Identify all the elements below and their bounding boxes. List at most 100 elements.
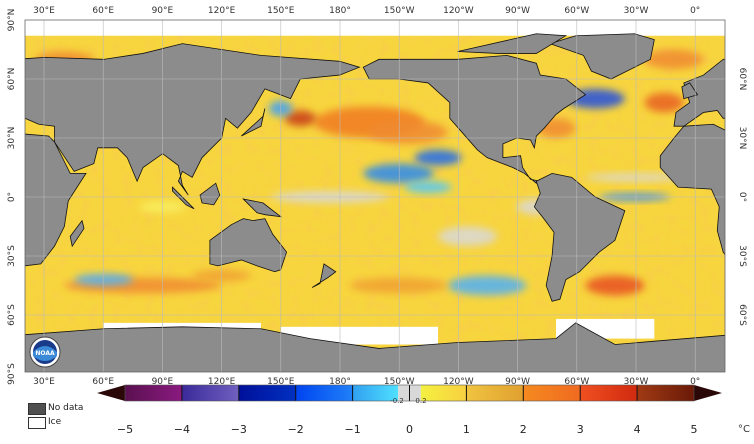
colorbar-tick-label: 4: [633, 423, 641, 436]
latitude-label-right: 30°S: [737, 245, 747, 267]
colorbar-tick-plus-0.2: 0.2: [415, 397, 427, 405]
land-eurasia: [25, 43, 361, 196]
colorbar-bin: [238, 385, 296, 401]
anomaly-region: [414, 149, 462, 166]
longitude-label: 120°W: [443, 6, 474, 16]
anomaly-region: [644, 92, 684, 113]
latitude-label-right: 30°N: [737, 126, 747, 150]
map-frame: [24, 19, 726, 373]
longitude-label: 30°E: [33, 6, 55, 16]
land-britain: [681, 82, 699, 100]
colorbar-bin: [523, 385, 581, 401]
colorbar-tick-label: 1: [462, 423, 470, 436]
land-greenland: [548, 33, 655, 80]
colorbar-tick-label: 2: [519, 423, 527, 436]
latitude-label-left: 0°: [7, 191, 17, 203]
longitude-label: 90°W: [505, 377, 531, 387]
colorbar-under-arrow: [97, 385, 125, 401]
colorbar-tick-label: −1: [344, 423, 361, 436]
latitude-label-left: 60°S: [7, 304, 17, 326]
colorbar-tick-label: −3: [230, 423, 247, 436]
longitude-label: 120°E: [207, 6, 236, 16]
colorbar-bin: [181, 385, 239, 401]
svg-text:NOAA: NOAA: [35, 350, 55, 357]
anomaly-region: [369, 120, 448, 144]
longitude-label: 60°E: [92, 377, 115, 387]
colorbar-frame: [124, 384, 695, 402]
colorbar-bin: [295, 385, 353, 401]
latitude-label-left: 30°N: [7, 126, 17, 150]
latitude-label-right: 60°S: [737, 304, 747, 326]
land-new-zealand: [311, 263, 337, 288]
longitude-label: 150°E: [267, 6, 295, 16]
land-sumatra: [172, 186, 195, 210]
longitude-label: 150°W: [383, 377, 415, 387]
land-madagascar: [69, 219, 85, 248]
colorbar-tick-label: 5: [690, 423, 698, 436]
anomaly-region: [74, 273, 134, 286]
longitude-label: 180°: [329, 377, 351, 387]
arctic-ice: [25, 20, 725, 36]
longitude-label: 30°W: [623, 6, 649, 16]
noaa-logo: NOAA: [29, 336, 61, 368]
latitude-label-right: 60°N: [737, 67, 747, 91]
latitude-label-left: 90°S: [7, 363, 17, 385]
longitude-label: 0°: [690, 377, 701, 387]
land-new-guinea: [242, 198, 283, 218]
land-canadian-arctic: [457, 33, 568, 54]
longitude-label: 90°W: [505, 6, 531, 16]
longitude-label: 30°W: [623, 377, 649, 387]
colorbar-bin: [466, 385, 524, 401]
latitude-label-left: 60°N: [7, 67, 17, 91]
land-south-america: [533, 172, 626, 302]
anomaly-region: [447, 275, 527, 296]
anomaly-region: [284, 110, 317, 127]
no-data-swatch: [28, 403, 46, 415]
anomaly-region: [585, 275, 645, 296]
colorbar-over-arrow: [694, 385, 722, 401]
land-north-america: [362, 54, 587, 184]
longitude-label: 60°W: [564, 377, 590, 387]
anomaly-region: [644, 49, 704, 70]
colorbar-bin: [352, 385, 399, 401]
land-borneo: [199, 182, 221, 206]
land-antarctica: [25, 322, 725, 372]
colorbar-tick-label: −4: [173, 423, 190, 436]
longitude-label: 120°E: [207, 377, 236, 387]
land-japan: [241, 108, 266, 137]
colorbar-bin: [420, 385, 467, 401]
land-eurasia: [673, 58, 725, 127]
longitude-label: 150°E: [267, 377, 295, 387]
colorbar-tick-label: −5: [116, 423, 134, 436]
no-data-label: No data: [48, 403, 84, 413]
colorbar-tick-minus-0.2: -0.2: [390, 397, 404, 405]
longitude-label: 60°E: [92, 6, 115, 16]
ice-label: Ice: [48, 417, 62, 427]
anomaly-region: [585, 173, 684, 182]
colorbar-tick-label: −2: [287, 423, 304, 436]
colorbar-bin: [580, 385, 638, 401]
latitude-label-right: 0°: [737, 191, 747, 203]
colorbar-tick-label: 0: [406, 423, 413, 436]
longitude-label: 90°E: [151, 377, 174, 387]
longitude-label: 120°W: [443, 377, 474, 387]
longitude-label: 30°E: [33, 377, 55, 387]
longitude-label: 150°W: [383, 6, 415, 16]
colorbar-bin: [637, 385, 694, 401]
colorbar-unit: °C: [738, 424, 750, 435]
colorbar-bin: [125, 385, 182, 401]
land-africa: [25, 133, 87, 267]
latitude-label-left: 30°S: [7, 245, 17, 267]
ice-swatch: [28, 417, 46, 429]
longitude-label: 0°: [690, 6, 701, 16]
anomaly-region: [404, 181, 452, 194]
latitude-label-left: 90°N: [7, 8, 17, 32]
colorbar-tick-label: 3: [576, 423, 584, 436]
longitude-label: 60°W: [564, 6, 590, 16]
land-africa: [659, 123, 725, 256]
anomaly-region: [743, 51, 754, 67]
anomaly-region: [363, 163, 435, 184]
anomaly-region: [349, 277, 448, 294]
